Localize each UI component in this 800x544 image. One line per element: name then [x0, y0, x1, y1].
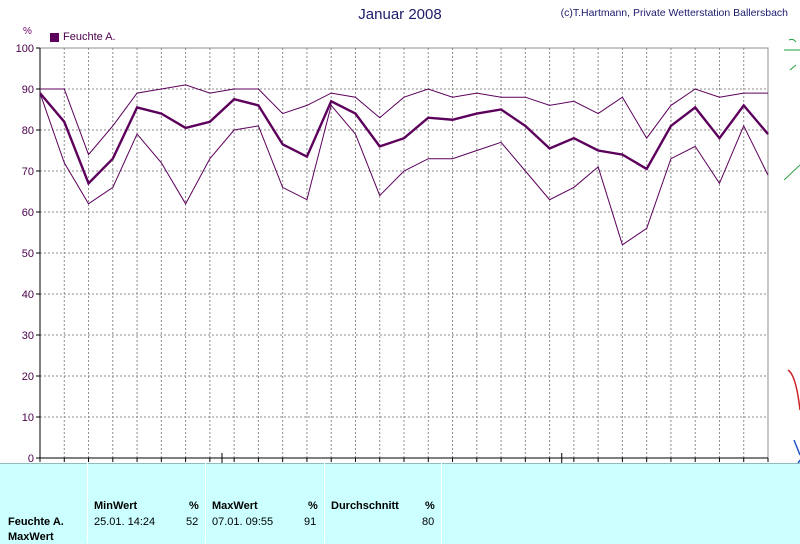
min-header: MinWert: [94, 500, 137, 512]
y-tick-label: 50: [22, 248, 34, 260]
y-tick-label: 90: [22, 84, 34, 96]
average-header: Durchschnitt: [331, 500, 399, 512]
y-tick-label: 30: [22, 330, 34, 342]
y-tick-label: 10: [22, 412, 34, 424]
panel-separator: [205, 463, 206, 543]
average-value: 80: [422, 516, 434, 528]
panel-separator: [87, 463, 88, 543]
max-unit: %: [308, 500, 318, 512]
y-tick-label: 70: [22, 166, 34, 178]
average-unit: %: [425, 500, 435, 512]
stats-row-label-2: MaxWert: [8, 531, 54, 543]
right-edge-decoration: [784, 30, 800, 490]
y-tick-label: 100: [16, 43, 34, 55]
min-timestamp: 25.01. 14:24: [94, 516, 155, 528]
y-tick-label: 0: [28, 453, 34, 463]
panel-separator: [324, 463, 325, 543]
max-value: 91: [304, 516, 316, 528]
min-value: 52: [186, 516, 198, 528]
stats-row-label: Feuchte A.: [8, 516, 64, 528]
y-tick-label: 80: [22, 125, 34, 137]
max-header: MaxWert: [212, 500, 258, 512]
min-unit: %: [189, 500, 199, 512]
y-tick-label: 40: [22, 289, 34, 301]
humidity-chart: 0102030405060708090100123456789101112131…: [0, 0, 800, 463]
y-tick-label: 60: [22, 207, 34, 219]
panel-separator: [441, 463, 442, 543]
y-tick-label: 20: [22, 371, 34, 383]
max-timestamp: 07.01. 09:55: [212, 516, 273, 528]
